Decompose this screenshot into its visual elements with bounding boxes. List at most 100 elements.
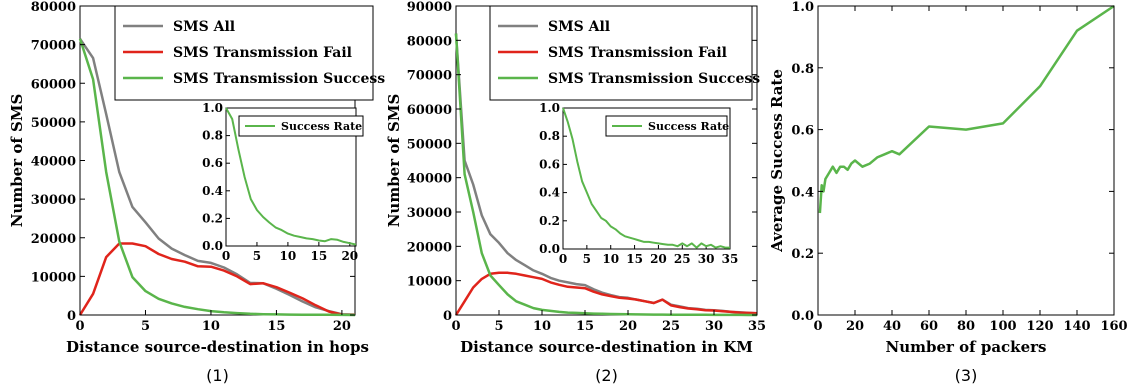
x-tick-label: 15	[267, 319, 285, 334]
inset-x-tick-label: 5	[253, 249, 261, 263]
y-axis-label: Number of SMS	[8, 94, 26, 228]
y-tick-label: 70000	[31, 39, 76, 54]
y-tick-label: 0.2	[791, 247, 814, 262]
x-tick-label: 15	[576, 319, 594, 334]
inset-x-tick-label: 5	[583, 252, 591, 266]
y-axis-label: Average Success Rate	[768, 69, 786, 253]
x-tick-label: 10	[533, 319, 551, 334]
plot-frame	[817, 5, 1115, 316]
inset-chart: 0 5 10 15 20 0.0 0.2 0.4 0.6 0.8 1.0 Success Rate	[202, 101, 364, 263]
chart-panel-2: 0 5 10 15 20 25 30 35 0 10000 20000 30000 40000 50000…	[385, 0, 766, 385]
panel-caption: (1)	[206, 366, 229, 385]
inset-y-tick-label: 0.4	[202, 184, 223, 198]
y-tick-label: 60000	[31, 77, 76, 92]
ticks-group: 0 5 10 15 20 25 30 35 0 10000 20000 30000 40000 50000…	[407, 0, 766, 334]
panel-caption: (2)	[595, 366, 618, 385]
y-tick-label: 10000	[31, 270, 76, 285]
inset-y-tick-label: 0.0	[202, 239, 223, 253]
x-tick-label: 10	[202, 319, 220, 334]
legend: SMS All SMS Transmission Fail SMS Transmis…	[489, 5, 760, 101]
y-axis-label: Number of SMS	[385, 94, 403, 228]
x-tick-label: 20	[333, 319, 351, 334]
inset-legend-box	[238, 115, 364, 137]
y-tick-label: 0	[67, 309, 76, 324]
y-tick-label: 40000	[31, 155, 76, 170]
x-axis-label: Distance source-destination in KM	[460, 338, 753, 356]
x-tick-label: 5	[141, 319, 150, 334]
y-tick-label: 1.0	[791, 0, 814, 15]
chart-panel-1: 0 5 10 15 20 0 10000 20000 30000 40000 50000 60000 7…	[8, 0, 385, 385]
series-line-sms-transmission-fail	[78, 242, 356, 317]
y-tick-label: 50000	[31, 116, 76, 131]
y-tick-label: 20000	[31, 232, 76, 247]
x-axis-label: Number of packers	[886, 338, 1047, 356]
y-tick-label: 50000	[407, 137, 452, 152]
ticks-group: 0 20 40 60 80 100 120 140 160 0.0 0.2 0.4 0.6 0.8 1.0	[791, 0, 1127, 334]
y-tick-label: 60000	[407, 103, 452, 118]
inset-x-tick-label: 20	[341, 249, 358, 263]
inset-legend-label: Success Rate	[281, 120, 362, 133]
legend-label: SMS Transmission Fail	[173, 45, 352, 61]
inset-y-tick-label: 0.6	[202, 156, 223, 170]
legend-label: SMS All	[173, 19, 235, 35]
x-tick-label: 160	[1100, 319, 1127, 334]
inset-series-line-success-rate	[562, 107, 730, 249]
series-line-sms-transmission-fail	[454, 271, 758, 316]
inset-y-tick-label: 1.0	[202, 101, 223, 115]
inset-y-tick-label: 0.4	[539, 186, 560, 200]
inset-x-tick-label: 25	[674, 252, 691, 266]
x-tick-label: 140	[1063, 319, 1090, 334]
inset-y-tick-label: 0.8	[202, 129, 223, 143]
inset-y-tick-label: 1.0	[539, 101, 560, 115]
ticks-group: 0 5 10 15 20 0 10000 20000 30000 40000 50000 60000 7…	[31, 0, 355, 334]
y-tick-label: 80000	[31, 0, 76, 15]
legend: SMS All SMS Transmission Fail SMS Transmis…	[114, 5, 385, 101]
inset-y-tick-label: 0.8	[539, 129, 560, 143]
x-tick-label: 20	[846, 319, 864, 334]
inset-x-tick-label: 10	[280, 249, 297, 263]
inset-x-tick-label: 20	[650, 252, 667, 266]
x-tick-label: 0	[451, 319, 460, 334]
y-tick-label: 0.0	[791, 309, 814, 324]
x-tick-label: 40	[883, 319, 901, 334]
series-line	[818, 4, 1115, 214]
y-tick-label: 80000	[407, 34, 452, 49]
y-tick-label: 0.4	[791, 185, 814, 200]
x-tick-label: 60	[920, 319, 938, 334]
inset-y-tick-label: 0.2	[202, 211, 223, 225]
inset-x-tick-label: 35	[722, 252, 739, 266]
legend-label: SMS Transmission Fail	[548, 45, 727, 61]
x-tick-label: 0	[75, 319, 84, 334]
y-tick-label: 0.6	[791, 124, 814, 139]
series-group	[454, 33, 758, 317]
y-tick-label: 30000	[31, 193, 76, 208]
y-tick-label: 90000	[407, 0, 452, 15]
x-tick-label: 20	[619, 319, 637, 334]
inset-y-tick-label: 0.6	[539, 157, 560, 171]
series-line-sms-transmission-success	[78, 38, 356, 317]
legend-label: SMS Transmission Success	[173, 71, 385, 87]
series-line-sms-transmission-success	[454, 33, 757, 317]
panel-caption: (3)	[955, 366, 978, 385]
series-group	[78, 38, 356, 317]
y-tick-label: 0.8	[791, 62, 814, 77]
inset-series-line-success-rate	[225, 107, 357, 246]
y-tick-label: 70000	[407, 69, 452, 84]
y-tick-label: 0	[443, 309, 452, 324]
x-tick-label: 35	[748, 319, 766, 334]
y-tick-label: 20000	[407, 240, 452, 255]
y-tick-label: 40000	[407, 172, 452, 187]
legend-label: SMS Transmission Success	[548, 71, 760, 87]
series-group	[818, 4, 1115, 214]
x-tick-label: 30	[705, 319, 723, 334]
y-tick-label: 30000	[407, 206, 452, 221]
x-tick-label: 100	[989, 319, 1016, 334]
inset-legend-box	[605, 115, 728, 137]
x-axis-label: Distance source-destination in hops	[66, 338, 369, 356]
x-tick-label: 0	[813, 319, 822, 334]
x-tick-label: 80	[957, 319, 975, 334]
inset-x-tick-label: 10	[602, 252, 619, 266]
inset-x-tick-label: 15	[311, 249, 328, 263]
y-tick-label: 10000	[407, 275, 452, 290]
x-tick-label: 120	[1026, 319, 1053, 334]
